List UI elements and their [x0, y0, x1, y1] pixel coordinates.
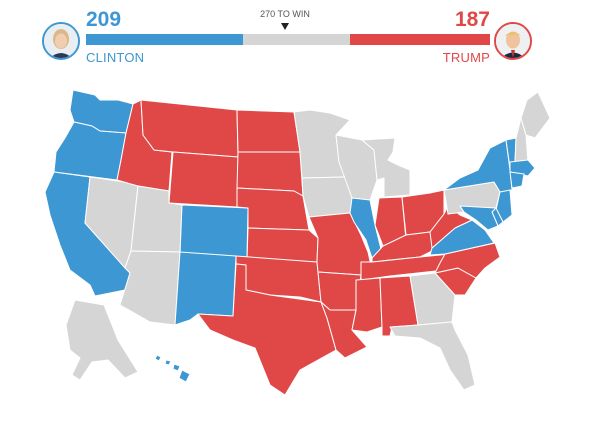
clinton-electoral-votes: 209	[86, 8, 122, 31]
trump-portrait-icon	[496, 24, 530, 58]
trump-bar-segment	[349, 34, 490, 45]
state-ct[interactable]	[509, 171, 525, 189]
clinton-portrait-icon	[44, 24, 78, 58]
state-ak[interactable]	[65, 299, 139, 381]
state-az[interactable]	[119, 250, 181, 326]
trump-avatar	[494, 22, 532, 60]
state-ks[interactable]	[246, 227, 319, 263]
state-nc[interactable]	[434, 242, 501, 279]
state-ga[interactable]	[409, 272, 456, 326]
state-fl[interactable]	[389, 321, 476, 391]
state-nh[interactable]	[514, 117, 529, 163]
state-ms[interactable]	[351, 277, 383, 333]
state-nj[interactable]	[495, 189, 513, 223]
clinton-avatar	[42, 22, 80, 60]
state-la[interactable]	[320, 301, 368, 359]
win-threshold-label: 270 TO WIN	[260, 9, 310, 19]
state-wy[interactable]	[168, 151, 239, 208]
win-threshold-marker-icon	[281, 23, 289, 30]
electoral-vote-bar	[86, 34, 490, 45]
state-md[interactable]	[459, 205, 499, 231]
state-nd[interactable]	[236, 109, 301, 153]
undecided-bar-segment	[242, 34, 350, 45]
state-ne[interactable]	[236, 187, 310, 231]
state-ar[interactable]	[317, 271, 362, 311]
state-hi[interactable]	[154, 354, 191, 383]
state-ma[interactable]	[509, 159, 536, 177]
state-wv[interactable]	[429, 205, 473, 249]
state-co[interactable]	[179, 204, 249, 259]
state-mi[interactable]	[361, 137, 411, 198]
state-mt[interactable]	[140, 99, 239, 158]
trump-name: TRUMP	[442, 50, 490, 65]
clinton-bar-segment	[86, 34, 243, 45]
state-me[interactable]	[520, 91, 551, 139]
state-ny[interactable]	[443, 139, 513, 193]
state-tx[interactable]	[197, 263, 337, 396]
trump-electoral-votes: 187	[454, 8, 490, 31]
clinton-name: CLINTON	[86, 50, 145, 65]
